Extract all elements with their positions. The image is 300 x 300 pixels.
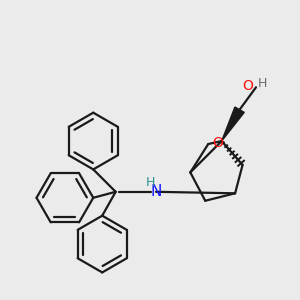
Polygon shape xyxy=(222,107,244,141)
Text: H: H xyxy=(257,77,267,90)
Text: O: O xyxy=(243,79,254,93)
Text: O: O xyxy=(212,136,223,150)
Text: N: N xyxy=(150,184,162,199)
Text: H: H xyxy=(146,176,155,189)
